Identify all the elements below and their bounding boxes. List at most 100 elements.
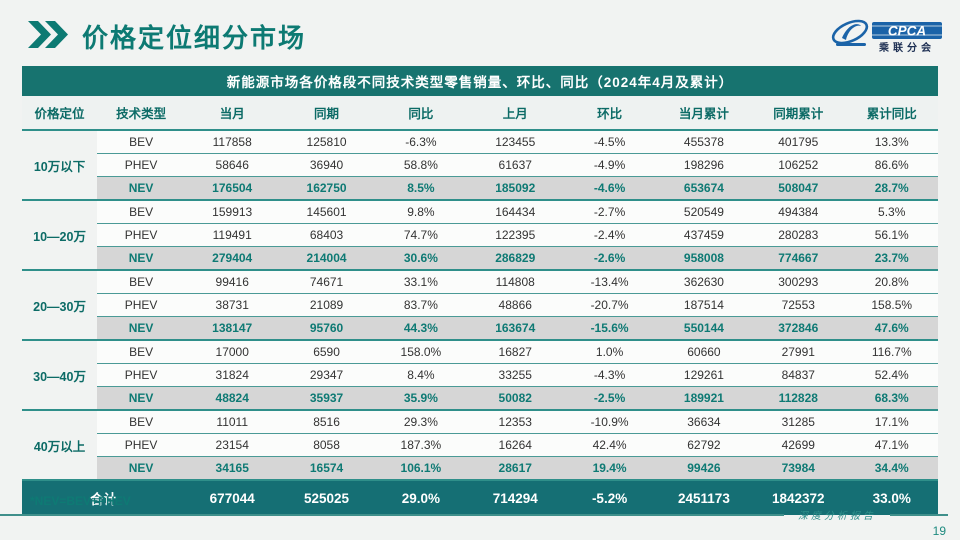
value-cell: 16264 [468,433,563,457]
value-cell: 47.6% [845,316,938,340]
value-cell: 159913 [185,199,280,224]
table-row: 10—20万 BEV 159913 145601 9.8% 164434 -2.7% 5205… [22,199,938,270]
tech-type-cell: BEV [97,269,186,294]
tech-type-cell: PHEV [97,153,186,177]
value-cell: -2.4% [562,223,657,247]
footer-divider-line [0,513,784,516]
tech-type-cell: NEV [97,456,186,480]
price-segment-label: 10万以下 [22,130,98,200]
value-cell: 36634 [656,409,752,434]
value-cell: 163674 [468,316,563,340]
value-cell: 958008 [656,246,752,270]
value-cell: 158.0% [373,339,469,364]
value-cell: 42.4% [562,433,657,457]
value-cell: 8.4% [373,363,469,387]
value-cell: 437459 [656,223,752,247]
value-cell: 86.6% [845,153,938,177]
tech-type-cell: NEV [97,246,186,270]
tech-type-cell: PHEV [97,363,186,387]
tech-type-cell: NEV [97,386,186,410]
value-cell: 52.4% [845,363,938,387]
tech-type-cell: PHEV [97,433,186,457]
value-cell: 16574 [279,456,374,480]
table-row: NEV 279404 214004 30.6% 286829 -2.6% 958008 774… [22,246,938,270]
total-value-cell: 714294 [468,479,563,515]
column-header: 环比 [562,96,657,131]
value-cell: 12353 [468,409,563,434]
value-cell: 68403 [279,223,374,247]
value-cell: 162750 [279,176,374,200]
value-cell: 30.6% [373,246,469,270]
value-cell: 187514 [656,293,752,317]
value-cell: 56.1% [845,223,938,247]
value-cell: 125810 [279,130,374,154]
table-row: NEV 34165 16574 106.1% 28617 19.4% 99426 73984 3… [22,456,938,480]
value-cell: 112828 [751,386,846,410]
value-cell: 62792 [656,433,752,457]
value-cell: -4.6% [562,176,657,200]
value-cell: -4.3% [562,363,657,387]
value-cell: 16827 [468,339,563,364]
tech-type-cell: NEV [97,316,186,340]
price-segment-label: 40万以上 [22,409,98,480]
value-cell: 99426 [656,456,752,480]
value-cell: 35937 [279,386,374,410]
value-cell: 31285 [751,409,846,434]
svg-text:CPCA: CPCA [888,24,926,39]
total-value-cell: 677044 [185,479,280,515]
total-value-cell: 2451173 [656,479,752,515]
cpca-logo: CPCA 乘联分会 CPCA [828,14,946,61]
column-header: 价格定位 [22,96,98,131]
value-cell: 185092 [468,176,563,200]
value-cell: 122395 [468,223,563,247]
table-caption: 新能源市场各价格段不同技术类型零售销量、环比、同比（2024年4月及累计） [22,66,938,96]
value-cell: 58646 [185,153,280,177]
value-cell: 74671 [279,269,374,294]
column-header: 同期累计 [751,96,846,131]
value-cell: 31824 [185,363,280,387]
value-cell: 286829 [468,246,563,270]
value-cell: 58.8% [373,153,469,177]
value-cell: 401795 [751,130,846,154]
value-cell: -2.5% [562,386,657,410]
table-header-row: 价格定位 技术类型 当月 同期 同比 上月 环比 当月累计 同期累计 累计同比 [22,96,938,131]
value-cell: 198296 [656,153,752,177]
table-row: 10万以下 BEV 117858 125810 -6.3% 123455 -4.5% 4553… [22,130,938,200]
price-segment-label: 20—30万 [22,269,98,340]
value-cell: 129261 [656,363,752,387]
value-cell: 372846 [751,316,846,340]
value-cell: 34.4% [845,456,938,480]
value-cell: 494384 [751,199,846,224]
value-cell: 84837 [751,363,846,387]
value-cell: 214004 [279,246,374,270]
value-cell: 61637 [468,153,563,177]
value-cell: -2.6% [562,246,657,270]
price-segment-label: 10—20万 [22,199,98,270]
value-cell: 73984 [751,456,846,480]
footnote: *NEV=BEV+PHEV [30,494,131,508]
value-cell: 74.7% [373,223,469,247]
value-cell: 8058 [279,433,374,457]
value-cell: 72553 [751,293,846,317]
value-cell: 33.1% [373,269,469,294]
table-row: PHEV 31824 29347 8.4% 33255 -4.3% 129261 84837 5… [22,363,938,387]
value-cell: 44.3% [373,316,469,340]
value-cell: -20.7% [562,293,657,317]
value-cell: 48824 [185,386,280,410]
value-cell: 33255 [468,363,563,387]
value-cell: -10.9% [562,409,657,434]
value-cell: 29347 [279,363,374,387]
column-header: 累计同比 [845,96,938,131]
value-cell: 20.8% [845,269,938,294]
value-cell: 9.8% [373,199,469,224]
value-cell: 138147 [185,316,280,340]
value-cell: 1.0% [562,339,657,364]
value-cell: 280283 [751,223,846,247]
table-row: NEV 48824 35937 35.9% 50082 -2.5% 189921 112828… [22,386,938,410]
value-cell: 116.7% [845,339,938,364]
column-header: 当月累计 [656,96,752,131]
column-header: 上月 [468,96,563,131]
value-cell: 123455 [468,130,563,154]
column-header: 技术类型 [97,96,186,131]
value-cell: 60660 [656,339,752,364]
